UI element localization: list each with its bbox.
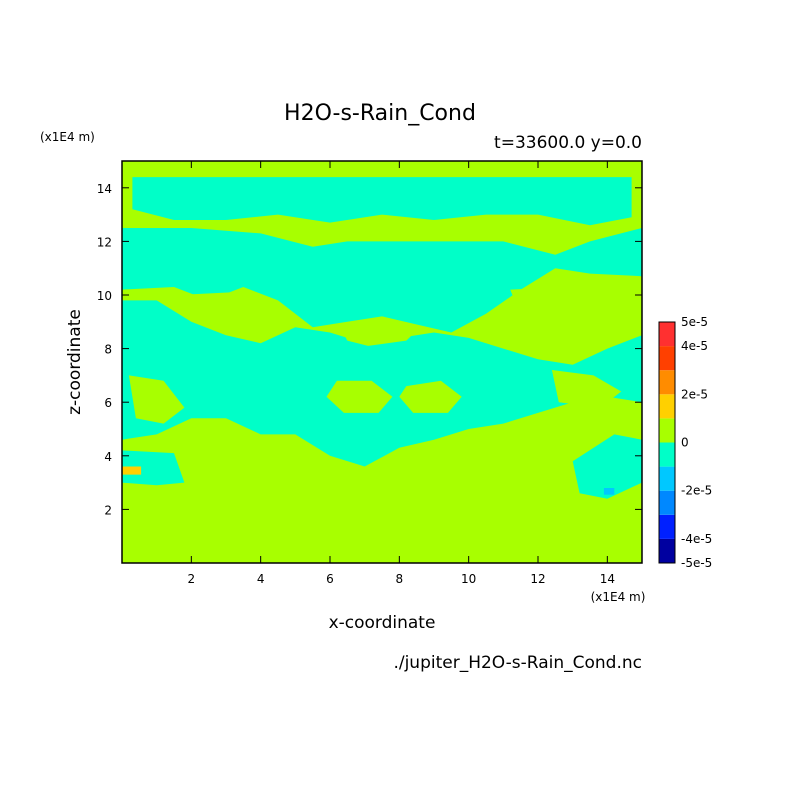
y-tick-label: 4 [104, 450, 112, 464]
y-tick-label: 6 [104, 396, 112, 410]
contour-region [122, 300, 642, 467]
colorbar-frame [658, 321, 676, 564]
contour-region [510, 287, 594, 328]
plot-area: 2 4 6 8 10 12 14 2 4 6 8 10 12 14 [97, 160, 643, 586]
x-tick-label: 8 [396, 572, 404, 586]
contour-region [340, 316, 421, 346]
colorbar-swatch [659, 370, 675, 395]
y-axis-label: z-coordinate [65, 309, 85, 415]
colorbar-label: 4e-5 [681, 339, 708, 353]
x-tick-label: 6 [326, 572, 334, 586]
x-axis-ticks: 2 4 6 8 10 12 14 [188, 161, 615, 586]
x-tick-label: 14 [600, 572, 615, 586]
contour-region [122, 450, 185, 486]
x-tick-label: 2 [188, 572, 196, 586]
plot-frame [121, 160, 643, 564]
contour-region [132, 177, 632, 226]
y-tick-label: 12 [97, 235, 112, 249]
y-tick-label: 2 [104, 503, 112, 517]
contour-region [177, 292, 247, 325]
chart-title: H2O-s-Rain_Cond [284, 101, 476, 126]
colorbar-label: -2e-5 [681, 484, 712, 498]
y-tick-label: 8 [104, 343, 112, 357]
y-unit-label: (x1E4 m) [40, 130, 95, 144]
contour-region [122, 228, 642, 333]
colorbar-swatch [659, 538, 675, 563]
colorbar-label: -4e-5 [681, 532, 712, 546]
file-label: ./jupiter_H2O-s-Rain_Cond.nc [393, 653, 642, 673]
y-tick-label: 14 [97, 182, 112, 196]
y-axis-ticks: 2 4 6 8 10 12 14 [97, 182, 642, 517]
colorbar-swatch [659, 514, 675, 539]
contour-region [572, 434, 642, 499]
colorbar-label: -5e-5 [681, 556, 712, 570]
colorbar-label: 5e-5 [681, 315, 708, 329]
colorbar-swatch [659, 466, 675, 491]
colorbar: 5e-5 4e-5 2e-5 0 -2e-5 -4e-5 -5e-5 [658, 315, 712, 570]
x-tick-label: 4 [257, 572, 265, 586]
colorbar-swatch [659, 322, 675, 347]
contour-region [551, 370, 622, 408]
colorbar-swatch [659, 490, 675, 515]
colorbar-swatch [659, 346, 675, 371]
y-tick-label: 10 [97, 289, 112, 303]
contour-region [122, 466, 142, 475]
colorbar-swatch [659, 394, 675, 419]
colorbar-swatch [659, 442, 675, 467]
contour-region [128, 375, 185, 424]
colorbar-swatch [659, 418, 675, 443]
contour-regions [122, 177, 642, 499]
colorbar-label: 0 [681, 436, 689, 450]
x-tick-label: 12 [530, 572, 545, 586]
chart-subtitle: t=33600.0 y=0.0 [494, 133, 642, 153]
x-axis-label: x-coordinate [329, 613, 436, 633]
x-unit-label: (x1E4 m) [591, 590, 646, 604]
contour-region [603, 488, 615, 495]
contour-region [326, 380, 393, 413]
x-tick-label: 10 [461, 572, 476, 586]
contour-region [399, 380, 462, 413]
colorbar-label: 2e-5 [681, 387, 708, 401]
